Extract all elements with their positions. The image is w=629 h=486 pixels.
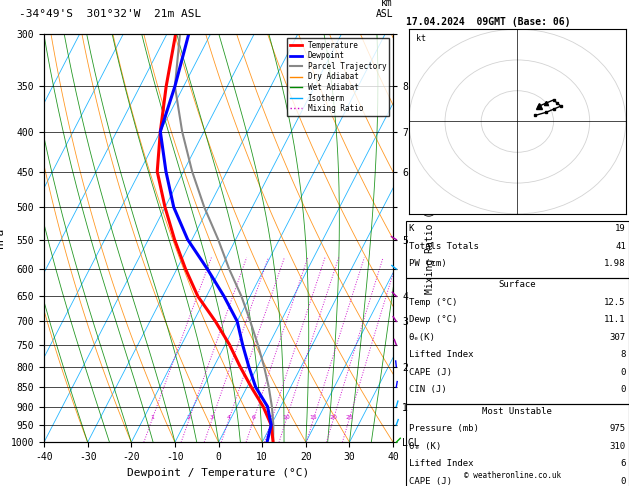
Text: Surface: Surface [499,280,536,290]
Text: CIN (J): CIN (J) [409,385,447,395]
Text: 6: 6 [620,459,626,469]
Text: 20: 20 [329,415,337,420]
Text: Temp (°C): Temp (°C) [409,298,457,307]
Text: 1.98: 1.98 [604,259,626,268]
Text: -34°49'S  301°32'W  21m ASL: -34°49'S 301°32'W 21m ASL [19,9,201,19]
Text: K: K [409,224,415,233]
Text: Dewp (°C): Dewp (°C) [409,315,457,325]
Text: 17.04.2024  09GMT (Base: 06): 17.04.2024 09GMT (Base: 06) [406,17,571,27]
Text: 4: 4 [227,415,231,420]
Text: Pressure (mb): Pressure (mb) [409,424,479,434]
Text: 0: 0 [620,368,626,377]
Text: 3: 3 [210,415,214,420]
Text: 25: 25 [345,415,353,420]
Text: 1: 1 [150,415,154,420]
Text: Totals Totals: Totals Totals [409,242,479,251]
Y-axis label: Mixing Ratio (g/kg): Mixing Ratio (g/kg) [425,182,435,294]
Text: 8: 8 [270,415,274,420]
Text: 15: 15 [309,415,317,420]
Text: kt: kt [416,35,426,43]
Text: 41: 41 [615,242,626,251]
Text: 10: 10 [282,415,290,420]
Text: 0: 0 [620,477,626,486]
Text: Lifted Index: Lifted Index [409,350,474,360]
Text: © weatheronline.co.uk: © weatheronline.co.uk [464,471,561,480]
Text: Lifted Index: Lifted Index [409,459,474,469]
Text: Most Unstable: Most Unstable [482,407,552,416]
Legend: Temperature, Dewpoint, Parcel Trajectory, Dry Adiabat, Wet Adiabat, Isotherm, Mi: Temperature, Dewpoint, Parcel Trajectory… [287,38,389,116]
Text: 307: 307 [610,333,626,342]
X-axis label: Dewpoint / Temperature (°C): Dewpoint / Temperature (°C) [128,468,309,478]
Text: 19: 19 [615,224,626,233]
Text: 310: 310 [610,442,626,451]
Text: 975: 975 [610,424,626,434]
Y-axis label: hPa: hPa [0,228,5,248]
Text: PW (cm): PW (cm) [409,259,447,268]
Text: 6: 6 [252,415,255,420]
Text: 0: 0 [620,385,626,395]
Text: 8: 8 [620,350,626,360]
Text: 2: 2 [187,415,191,420]
Text: θₑ (K): θₑ (K) [409,442,441,451]
Text: 12.5: 12.5 [604,298,626,307]
Text: 11.1: 11.1 [604,315,626,325]
Text: CAPE (J): CAPE (J) [409,477,452,486]
Text: km
ASL: km ASL [376,0,393,19]
Text: θₑ(K): θₑ(K) [409,333,436,342]
Text: CAPE (J): CAPE (J) [409,368,452,377]
